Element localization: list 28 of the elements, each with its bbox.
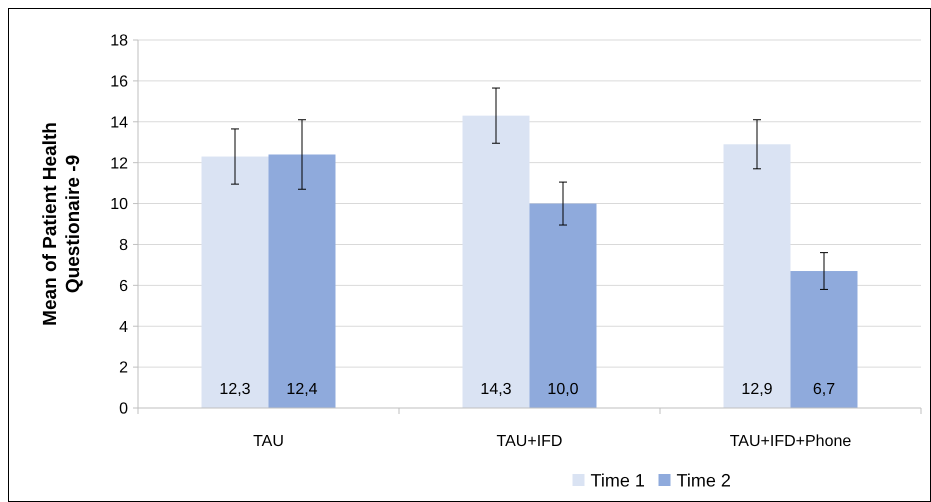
x-tick-label: TAU+IFD xyxy=(496,433,562,450)
y-axis-title: Mean of Patient Health Questionaire -9 xyxy=(40,122,84,326)
x-tick-label: TAU xyxy=(253,433,284,450)
bar xyxy=(462,116,530,408)
legend-label: Time 1 xyxy=(590,470,645,490)
bar xyxy=(268,154,336,408)
y-tick-label: 10 xyxy=(110,196,128,214)
data-label: 12,9 xyxy=(741,381,773,398)
data-label: 12,3 xyxy=(219,381,251,398)
bar xyxy=(724,144,790,408)
y-tick-label: 14 xyxy=(110,114,128,132)
y-tick-label: 4 xyxy=(119,318,128,336)
bar xyxy=(790,271,858,408)
y-tick-label: 0 xyxy=(119,400,128,418)
y-tick-label: 16 xyxy=(110,73,128,90)
bar xyxy=(530,204,596,408)
data-label: 6,7 xyxy=(812,381,836,398)
x-tick-label: TAU+IFD+Phone xyxy=(730,433,852,450)
bar xyxy=(202,156,268,408)
y-tick-label: 12 xyxy=(110,155,128,172)
data-label: 12,4 xyxy=(286,381,318,398)
data-label: 14,3 xyxy=(480,381,512,398)
y-tick-label: 18 xyxy=(110,32,128,50)
y-tick-label: 2 xyxy=(119,360,128,377)
y-tick-label: 6 xyxy=(119,278,128,295)
data-label: 10,0 xyxy=(547,381,579,398)
legend-label: Time 2 xyxy=(676,470,731,490)
y-tick-label: 8 xyxy=(119,237,128,254)
